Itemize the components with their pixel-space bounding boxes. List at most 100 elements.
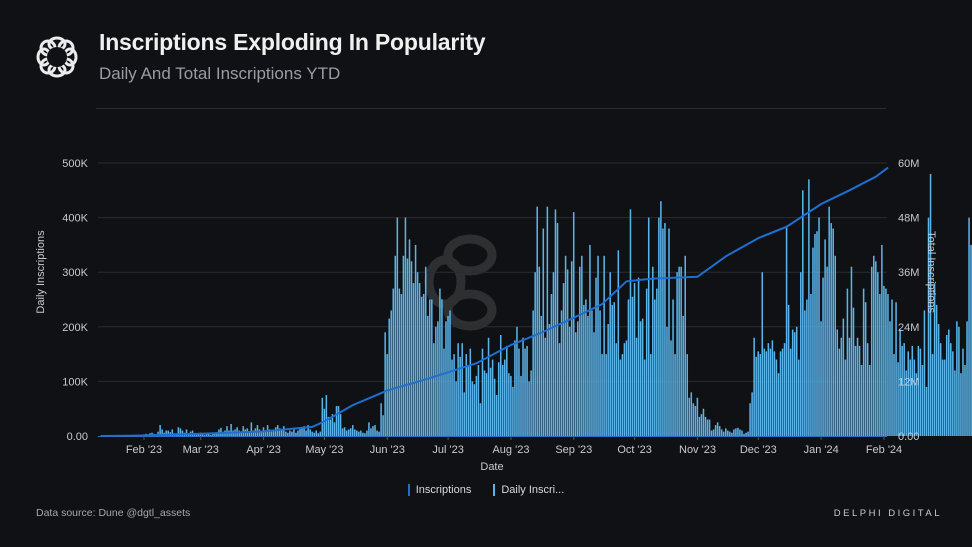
grid-lines [98, 162, 887, 382]
daily-bar [376, 430, 378, 436]
daily-bar [345, 430, 348, 436]
x-tick-label: Aug '23 [492, 444, 529, 456]
daily-bar [412, 283, 415, 436]
daily-bar [765, 351, 768, 436]
daily-bar [570, 261, 573, 436]
daily-bar [937, 324, 940, 436]
daily-bar [617, 250, 620, 436]
daily-bar [258, 429, 261, 436]
daily-bar [504, 359, 506, 436]
daily-bar [396, 217, 399, 436]
x-axis-title: Date [480, 461, 503, 473]
x-tick-label: Jul '23 [432, 444, 463, 456]
legend: Inscriptions Daily Inscri... [0, 484, 972, 496]
daily-bar [303, 426, 305, 436]
daily-bar [706, 419, 709, 436]
daily-bar [487, 337, 490, 436]
daily-bar [388, 318, 390, 436]
daily-bar [875, 261, 877, 436]
daily-bar [321, 397, 324, 436]
daily-bar [783, 343, 786, 436]
daily-bar [747, 431, 749, 436]
daily-bar [763, 348, 766, 436]
daily-bar [445, 321, 447, 436]
x-tick-label: Mar '23 [183, 444, 219, 456]
data-source: Data source: Dune @dgtl_assets [36, 507, 191, 519]
daily-bar [901, 345, 903, 436]
daily-bar [370, 428, 372, 436]
daily-bar [627, 299, 630, 436]
daily-bar [329, 419, 332, 436]
daily-bar [737, 427, 739, 436]
daily-bar [913, 359, 916, 436]
daily-bar [564, 255, 567, 436]
daily-bar [739, 429, 741, 436]
delphi-knot-logo-icon [36, 36, 78, 78]
daily-bar [856, 337, 859, 436]
daily-bar [552, 272, 555, 436]
daily-bar [674, 354, 676, 436]
left-axis: 0.00 100K 200K 300K 400K 500K [62, 158, 88, 443]
daily-bar [818, 217, 820, 436]
daily-bar [493, 378, 496, 436]
legend-item-daily-inscriptions[interactable]: Daily Inscri... [493, 484, 564, 496]
daily-bar [603, 255, 605, 436]
x-tick-label: Jan '24 [804, 444, 839, 456]
daily-bar [193, 433, 196, 436]
daily-bar [836, 329, 839, 436]
daily-bar [753, 337, 755, 436]
daily-bar [256, 425, 259, 436]
daily-bar [716, 422, 719, 436]
daily-bar [741, 430, 743, 436]
daily-bar [629, 209, 632, 436]
daily-bar [666, 326, 668, 436]
x-tick-label: Apr '23 [246, 444, 281, 456]
daily-bar [873, 255, 875, 436]
daily-bar [802, 190, 804, 436]
legend-item-inscriptions[interactable]: Inscriptions [407, 484, 471, 496]
daily-bar [469, 348, 472, 436]
daily-bar [179, 428, 182, 436]
daily-bar [459, 356, 461, 436]
daily-bar [899, 329, 901, 436]
daily-bar [589, 244, 591, 436]
daily-bar [392, 288, 395, 436]
daily-bar [751, 392, 753, 436]
daily-bar [260, 430, 263, 436]
daily-bar [441, 299, 443, 436]
daily-bar [161, 429, 163, 436]
daily-bar [635, 337, 638, 436]
daily-bar [954, 370, 956, 436]
daily-bar [581, 255, 583, 436]
daily-bar [546, 206, 549, 436]
daily-bar [700, 414, 703, 436]
daily-bar [171, 429, 174, 436]
daily-bar [842, 318, 845, 436]
daily-bar [877, 272, 879, 436]
daily-bar [291, 431, 293, 436]
daily-bar [680, 266, 682, 436]
daily-bar [597, 255, 599, 436]
x-tick-label: May '23 [305, 444, 343, 456]
right-tick-label: 36M [898, 267, 919, 279]
daily-bar [905, 370, 907, 436]
daily-bar [465, 354, 468, 436]
daily-bar [838, 348, 841, 436]
legend-swatch-daily [493, 484, 496, 496]
daily-bar [814, 233, 816, 436]
chart-subtitle: Daily And Total Inscriptions YTD [99, 64, 341, 83]
daily-bar [550, 294, 553, 436]
daily-bar [889, 321, 891, 436]
daily-bar [536, 206, 538, 436]
daily-bar [556, 223, 559, 436]
daily-bar [593, 332, 595, 436]
daily-bar [919, 348, 922, 436]
x-tick-label: Jun '23 [370, 444, 405, 456]
daily-bar [495, 395, 498, 436]
daily-bar [773, 351, 776, 436]
daily-bar [662, 228, 664, 436]
daily-bar [771, 340, 774, 436]
daily-bar [964, 365, 966, 436]
daily-bar [698, 416, 701, 436]
daily-bar [514, 340, 516, 436]
